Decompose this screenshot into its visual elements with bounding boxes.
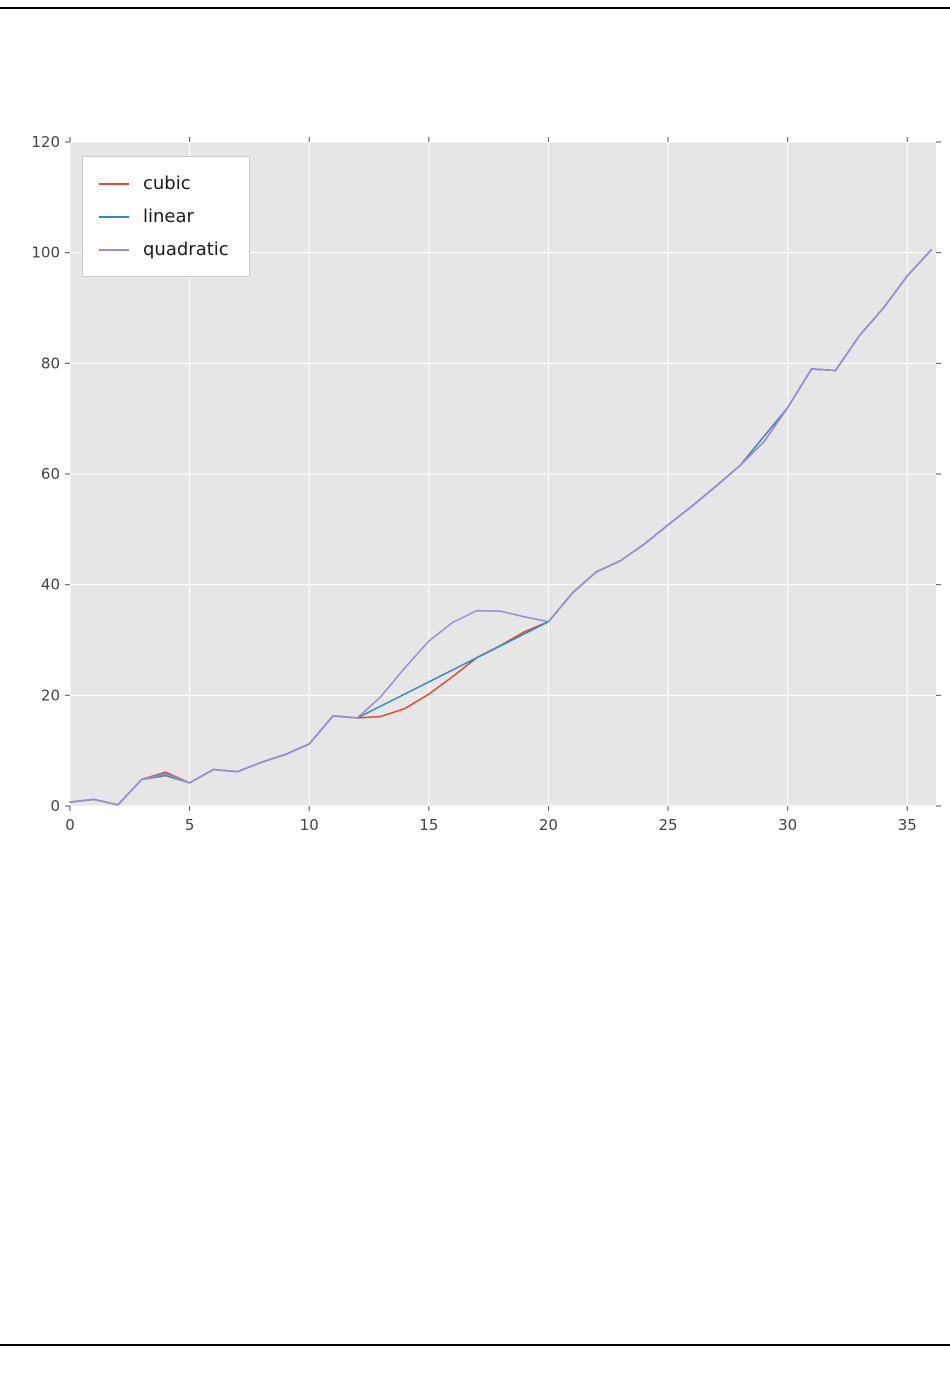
x-tick-label: 5 xyxy=(185,816,195,834)
y-tick-label: 20 xyxy=(41,686,60,704)
chart-legend: cubic linear quadratic xyxy=(82,156,250,277)
legend-label-linear: linear xyxy=(143,206,194,227)
x-tick-label: 15 xyxy=(419,816,438,834)
page-bottom-rule xyxy=(0,1344,950,1346)
series-line-quadratic xyxy=(69,249,933,806)
x-tick-label: 10 xyxy=(300,816,319,834)
y-tick-label: 40 xyxy=(41,576,60,594)
chart-canvas: 0 5 10 15 20 25 30 35 0 20 40 60 80 100 120 xyxy=(31,133,941,834)
page-top-rule xyxy=(0,7,950,9)
x-tick-label: 30 xyxy=(778,816,797,834)
y-tick-label: 80 xyxy=(41,354,60,372)
x-tick-label: 0 xyxy=(65,816,75,834)
legend-swatch-cubic xyxy=(99,182,129,185)
legend-item-quadratic: quadratic xyxy=(99,233,229,266)
y-tick-label: 0 xyxy=(50,797,60,815)
legend-item-cubic: cubic xyxy=(99,167,229,200)
y-tick-label: 120 xyxy=(31,133,60,151)
legend-swatch-quadratic xyxy=(99,248,129,251)
legend-item-linear: linear xyxy=(99,200,229,233)
y-tick-label: 60 xyxy=(41,465,60,483)
interpolation-chart: 0 5 10 15 20 25 30 35 0 20 40 60 80 100 120 cubic linea… xyxy=(31,133,941,834)
legend-swatch-linear xyxy=(99,215,129,218)
x-tick-label: 20 xyxy=(539,816,558,834)
legend-label-cubic: cubic xyxy=(143,173,191,194)
y-tick-label: 100 xyxy=(31,244,60,262)
legend-label-quadratic: quadratic xyxy=(143,239,229,260)
x-tick-label: 35 xyxy=(898,816,917,834)
x-tick-label: 25 xyxy=(659,816,678,834)
